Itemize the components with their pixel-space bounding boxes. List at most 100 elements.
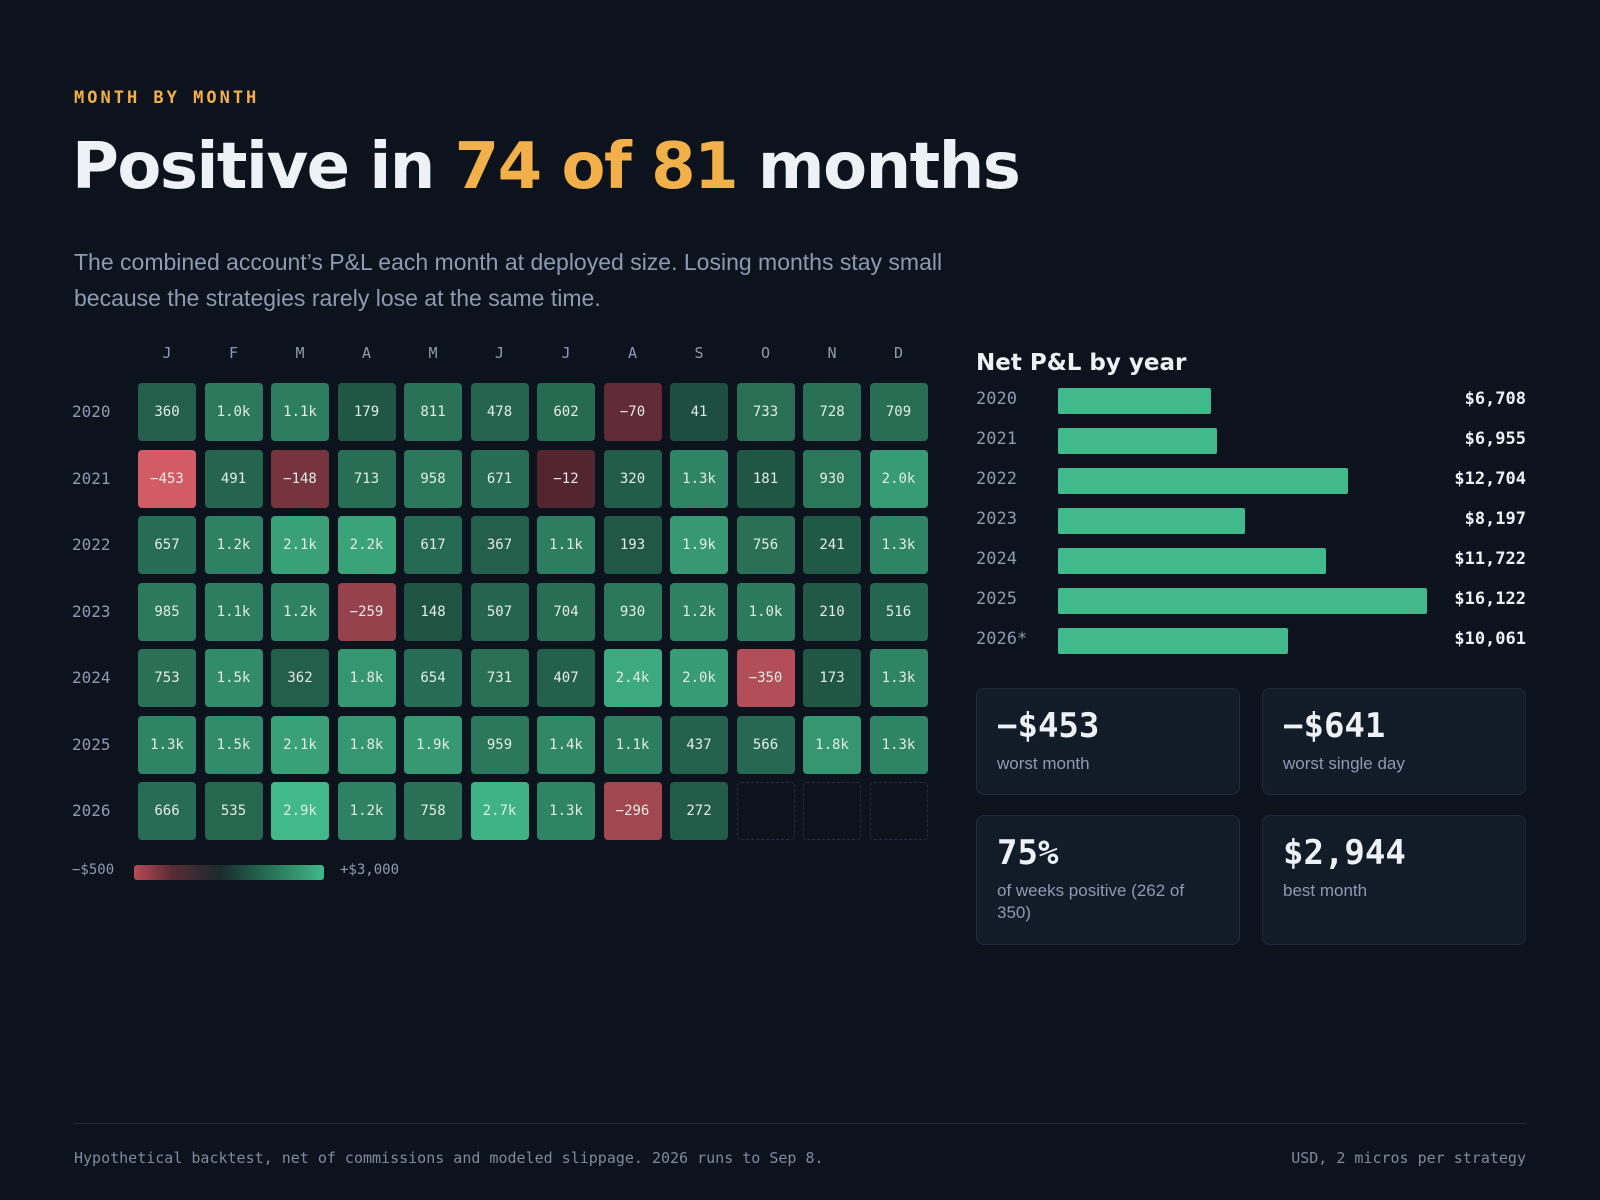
heatmap-cell: 602 [537, 383, 595, 441]
year-bar-value: $12,704 [1454, 469, 1526, 489]
heatmap-cell: −296 [603, 782, 662, 840]
year-bar-row: 2024 $11,722 [976, 546, 1526, 574]
heatmap-cell: 1.3k [869, 516, 928, 574]
heatmap-cell: 657 [138, 516, 196, 574]
stat-label: worst month [997, 754, 1090, 773]
year-bar-value: $6,955 [1464, 429, 1526, 449]
heatmap-cell: 1.1k [603, 715, 662, 774]
year-bar-label: 2021 [976, 429, 1017, 449]
heatmap-cell: 958 [404, 449, 462, 508]
heatmap-cell: −350 [736, 649, 795, 707]
lede-text: The combined account’s P&L each month at… [74, 249, 943, 311]
heatmap-cell: 516 [869, 582, 928, 641]
stat-value: $2,944 [1283, 833, 1406, 873]
heatmap-cell: 985 [138, 582, 196, 641]
month-header: F [228, 344, 239, 362]
heatmap-cell: 1.8k [337, 715, 396, 774]
year-bar-label: 2024 [976, 549, 1017, 569]
heatmap-cell: 2.0k [869, 449, 928, 508]
heatmap-cell: 1.1k [537, 516, 595, 574]
heatmap-cell: 671 [470, 449, 529, 508]
monthly-heatmap: −$500 +$3,000 J F M A M J J A S O N D 2020 360 1.0k 1.1… [72, 344, 952, 904]
heatmap-cell: 1.0k [204, 383, 263, 441]
heatmap-cell: 437 [670, 715, 728, 774]
year-bar [1058, 548, 1326, 574]
heatmap-cell: 1.8k [803, 715, 861, 774]
year-bar-label: 2020 [976, 389, 1017, 409]
heatmap-cell: 1.5k [204, 649, 263, 707]
year-bar-row: 2025 $16,122 [976, 586, 1526, 614]
heatmap-cell: 173 [803, 649, 861, 707]
heatmap-cell: 407 [537, 649, 595, 707]
year-bar [1058, 628, 1288, 654]
footer-divider [74, 1123, 1526, 1124]
heatmap-cell: 758 [404, 782, 462, 840]
stat-label: of weeks positive (262 of 350) [997, 881, 1185, 922]
yearly-chart-title: Net P&L by year [976, 350, 1187, 376]
year-label: 2020 [72, 402, 111, 421]
year-bar [1058, 588, 1427, 614]
heatmap-cell: −259 [337, 582, 396, 641]
month-header: J [162, 344, 172, 362]
heatmap-cell: 193 [603, 516, 662, 574]
stat-card-worst-month: −$453 worst month [976, 688, 1240, 795]
footer-units: USD, 2 micros per strategy [1291, 1149, 1526, 1167]
heatmap-cell: 930 [803, 449, 861, 508]
heatmap-cell: 1.2k [271, 582, 329, 641]
heatmap-cell: 654 [404, 649, 462, 707]
heatmap-cell: 1.3k [869, 649, 928, 707]
heatmap-cell: 1.2k [670, 582, 728, 641]
year-bar-value: $8,197 [1464, 509, 1526, 529]
heatmap-cell: 535 [204, 782, 263, 840]
heatmap-cell: 1.9k [404, 715, 462, 774]
heatmap-cell: 811 [404, 383, 462, 441]
heatmap-cell: 2.0k [670, 649, 728, 707]
heatmap-cell: 2.1k [271, 715, 329, 774]
heatmap-cell: 1.5k [204, 715, 263, 774]
year-bar [1058, 508, 1246, 534]
heatmap-cell: 704 [537, 582, 595, 641]
heatmap-cell: 1.2k [204, 516, 263, 574]
month-header: O [760, 344, 771, 362]
heatmap-cell: 1.9k [670, 516, 728, 574]
headline-post: months [737, 130, 1021, 204]
heatmap-cell: 617 [404, 516, 462, 574]
year-label: 2025 [72, 734, 111, 754]
page-title: Positive in 74 of 81 months [72, 130, 1021, 204]
heatmap-cell: 756 [736, 516, 795, 574]
heatmap-cell: 1.2k [337, 782, 396, 840]
headline-highlight: 74 of 81 [454, 130, 739, 204]
heatmap-cell: 148 [404, 582, 462, 641]
heatmap-cell: 1.1k [204, 582, 263, 641]
heatmap-cell: 1.3k [670, 449, 728, 508]
year-bar [1058, 468, 1349, 494]
heatmap-cell: 320 [603, 449, 662, 508]
heatmap-cell: 362 [271, 649, 329, 707]
heatmap-cell: 478 [470, 383, 529, 441]
year-bar-value: $10,061 [1454, 629, 1526, 649]
headline-pre: Positive in [72, 130, 455, 204]
heatmap-cell: 1.1k [271, 383, 329, 441]
heatmap-cell-empty [736, 782, 795, 840]
heatmap-cell: 1.3k [138, 715, 196, 774]
year-bar-row: 2023 $8,197 [976, 506, 1526, 534]
heatmap-cell: 2.4k [603, 649, 662, 707]
heatmap-cell: 709 [869, 383, 928, 441]
year-bar-label: 2022 [976, 469, 1017, 489]
heatmap-cell: 2.9k [271, 782, 329, 840]
year-bar-row: 2021 $6,955 [976, 426, 1526, 454]
year-bar-value: $6,708 [1464, 389, 1526, 409]
heatmap-cell: 1.3k [537, 782, 595, 840]
heatmap-cell: 566 [736, 715, 795, 774]
stat-value: −$641 [1283, 706, 1386, 746]
heatmap-cell: 507 [470, 582, 529, 641]
footer-note: Hypothetical backtest, net of commission… [74, 1149, 824, 1167]
heatmap-cell: −453 [138, 449, 196, 508]
month-header: A [627, 344, 638, 362]
stat-card-weeks-positive: 75% of weeks positive (262 of 350) [976, 815, 1240, 945]
stat-value: 75% [997, 833, 1059, 873]
month-header: M [295, 344, 305, 362]
year-label: 2021 [72, 468, 111, 488]
year-bar-row: 2026* $10,061 [976, 626, 1526, 654]
heatmap-cell: 360 [138, 383, 196, 441]
